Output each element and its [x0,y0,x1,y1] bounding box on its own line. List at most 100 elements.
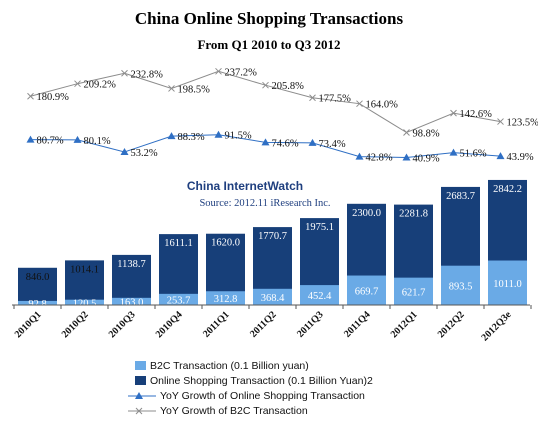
marker-g-line-b2c-2011Q1 [215,67,222,75]
marker-g-line-b2c-2010Q4 [168,85,175,92]
tick-label-2010Q1: 2010Q1 [13,309,44,340]
label-b2c-2011Q2: 368.4 [261,293,285,304]
tick-label-2010Q3: 2010Q3 [107,309,138,340]
tick-label-2011Q4: 2011Q4 [342,309,373,340]
legend-swatch-b2c [135,361,146,370]
marker-g-line-online-2011Q4 [355,152,364,160]
marker-g-line-online-2010Q3 [120,147,129,155]
label-g-line-b2c-2011Q1: 237.2% [225,67,258,78]
label-b2c-2010Q4: 253.7 [167,295,191,306]
marker-g-line-b2c-2011Q2 [262,81,269,89]
label-online-2011Q2: 1770.7 [258,231,287,242]
bars: 846.0 92.8 1014.1 120.5 1138.7 163.0 1611.1 253… [18,179,527,310]
label-g-line-b2c-2010Q1: 180.9% [37,92,70,103]
label-g-line-online-2011Q2: 74.6% [272,138,299,149]
bar-online-2010Q3 [112,254,151,305]
marker-g-line-online-2010Q2 [73,135,82,143]
label-g-line-online-2010Q4: 88.3% [178,132,205,143]
legend-swatch-online [135,376,146,385]
bar-online-2010Q4 [159,234,198,305]
label-g-line-b2c-2011Q4: 164.0% [366,100,399,111]
label-g-line-b2c-2012Q1: 98.8% [413,129,440,140]
tick-label-2012Q2: 2012Q2 [436,309,467,340]
x-axis-ticks: 2010Q1 2010Q2 2010Q3 2010Q4 2011Q1 2011Q2 2011… [13,305,532,343]
label-b2c-2010Q1: 92.8 [28,299,46,310]
bar-online-2010Q2 [65,260,104,305]
bar-b2c-2010Q3 [112,297,151,305]
tick-label-2012Q1: 2012Q1 [389,309,420,340]
label-g-line-online-2010Q2: 80.1% [84,136,111,147]
marker-g-line-b2c-2012Q3e [497,118,504,125]
label-b2c-2011Q3: 452.4 [308,291,332,302]
legend-label-b2c: B2C Transaction (0.1 Billion yuan) [150,360,309,372]
marker-g-line-online-2012Q2 [449,148,458,156]
label-online-2011Q4: 2300.0 [352,208,381,219]
label-g-line-online-2010Q1: 80.7% [37,136,64,147]
label-g-line-b2c-2011Q2: 205.8% [272,81,305,92]
marker-g-line-b2c-2012Q1 [403,129,410,136]
label-g-line-b2c-2010Q4: 198.5% [178,84,211,95]
label-g-line-online-2011Q4: 42.8% [366,153,393,164]
label-online-2011Q1: 1620.0 [211,238,240,249]
marker-g-line-online-2012Q3e [496,152,505,160]
tick-label-2010Q2: 2010Q2 [60,309,91,340]
bar-b2c-2012Q2 [441,265,480,305]
marker-g-line-online-2011Q1 [214,130,223,138]
bar-online-2010Q1 [18,267,57,305]
label-g-line-b2c-2012Q3e: 123.5% [507,118,538,129]
legend-label-b2c-growth: YoY Growth of B2C Transaction [160,405,308,417]
bar-b2c-2010Q4 [159,293,198,305]
source-text: Source: 2012.11 iResearch Inc. [199,198,330,209]
label-b2c-2011Q1: 312.8 [214,294,238,305]
bar-b2c-2010Q2 [65,299,104,305]
marker-g-line-b2c-2010Q1 [27,92,34,100]
legend-label-online: Online Shopping Transaction (0.1 Billion… [150,375,373,387]
tick-label-2012Q3e: 2012Q3e [480,309,514,343]
label-online-2012Q3e: 2842.2 [493,184,522,195]
bar-b2c-2012Q1 [394,277,433,305]
marker-g-line-b2c-2011Q3 [309,94,316,102]
marker-g-line-b2c-2010Q2 [74,80,81,88]
label-g-line-online-2010Q3: 53.2% [131,148,158,159]
watermark-text: China InternetWatch [187,179,303,193]
marker-g-line-b2c-2011Q4 [356,100,363,108]
label-b2c-2012Q2: 893.5 [449,281,473,292]
bar-b2c-2012Q3e [488,260,527,305]
label-g-line-online-2012Q1: 40.9% [413,154,440,165]
label-online-2012Q1: 2281.8 [399,209,428,220]
bar-b2c-2011Q1 [206,291,245,305]
legend-marker-x [135,407,143,415]
label-online-2012Q2: 2683.7 [446,191,475,202]
label-b2c-2010Q3: 163.0 [120,297,144,308]
bar-b2c-2011Q3 [300,285,339,305]
label-b2c-2011Q4: 669.7 [355,286,379,297]
label-g-line-b2c-2010Q2: 209.2% [84,80,117,91]
marker-g-line-online-2010Q1 [26,135,35,143]
marker-g-line-online-2011Q2 [261,138,270,146]
label-g-line-b2c-2010Q3: 232.8% [131,69,164,80]
chart-title: China Online Shopping Transactions [135,9,404,28]
tick-label-2010Q4: 2010Q4 [154,309,185,340]
marker-g-line-online-2010Q4 [167,132,176,140]
legend-label-online-growth: YoY Growth of Online Shopping Transactio… [160,390,365,402]
bar-b2c-2011Q4 [347,275,386,305]
bar-b2c-2011Q2 [253,288,292,305]
label-b2c-2010Q2: 120.5 [73,298,97,309]
tick-label-2011Q2: 2011Q2 [248,309,279,340]
label-online-2010Q4: 1611.1 [164,238,193,249]
label-online-2011Q3: 1975.1 [305,222,334,233]
online-growth-line: 80.7% 80.1% 53.2% 88.3% 91.5% 74.6% 73.4% 42.8%… [26,130,534,165]
legend-marker-triangle [135,392,143,399]
label-g-line-online-2012Q3e: 43.9% [507,152,534,163]
label-online-2010Q3: 1138.7 [117,259,146,270]
b2c-growth-line: 180.9% 209.2% 232.8% 198.5% 237.2% 205.8% 177.… [27,67,538,140]
label-g-line-online-2011Q1: 91.5% [225,131,252,142]
legend: B2C Transaction (0.1 Billion yuan) Onlin… [128,360,373,417]
label-online-2010Q2: 1014.1 [70,264,99,275]
marker-g-line-b2c-2012Q2 [450,109,457,117]
bar-b2c-2010Q1 [18,300,57,305]
label-g-line-online-2012Q2: 51.6% [460,149,487,160]
label-online-2010Q1: 846.0 [26,272,50,283]
marker-g-line-b2c-2010Q3 [121,69,128,77]
